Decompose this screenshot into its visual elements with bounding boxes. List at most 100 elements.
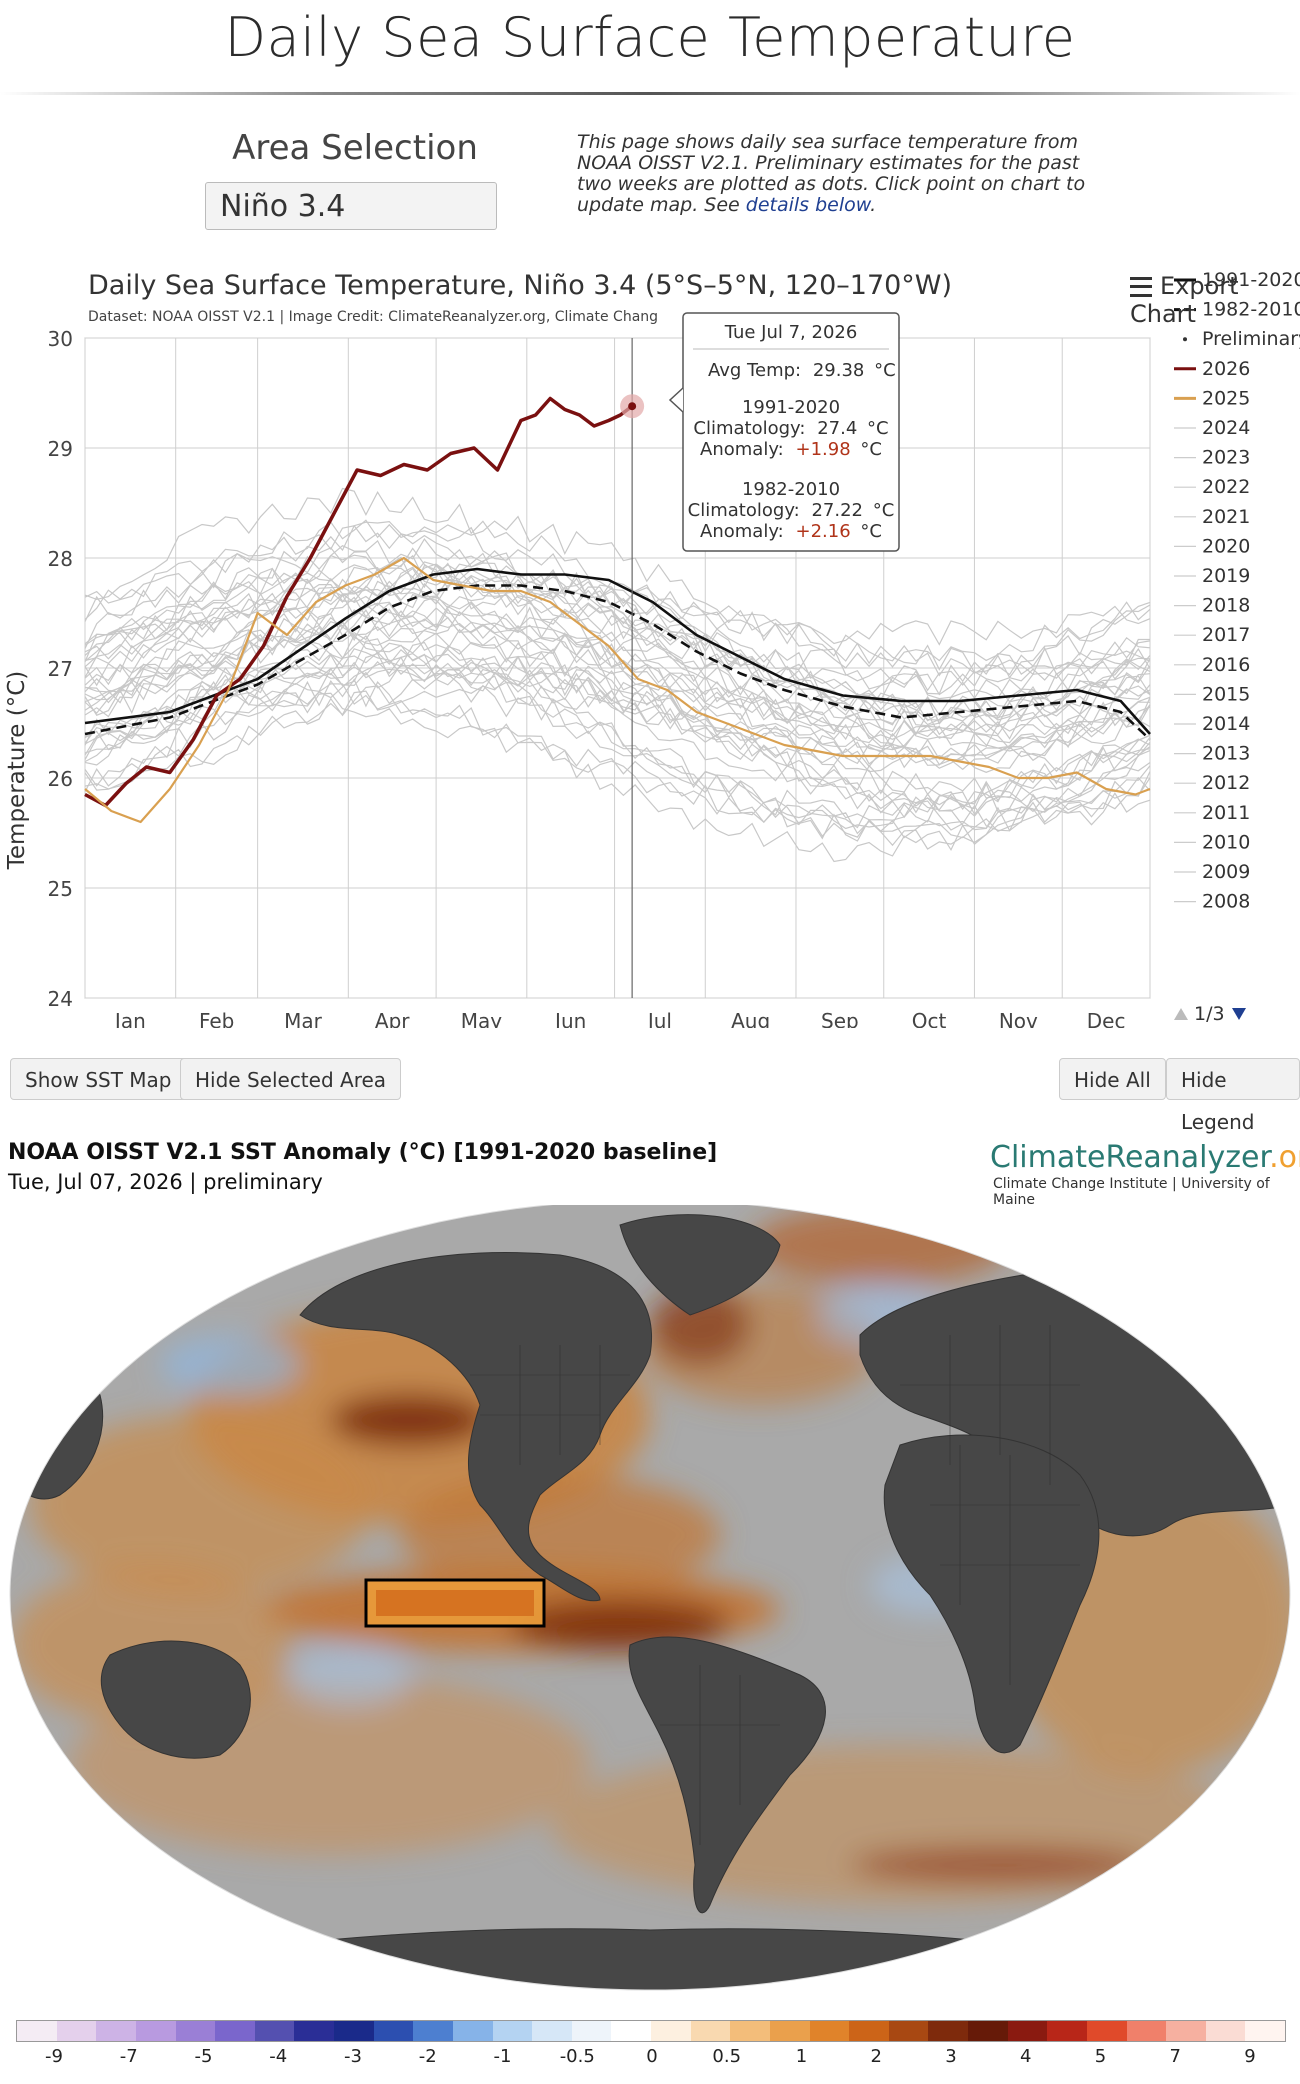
historical-year-line — [84, 563, 1151, 677]
historical-year-line — [84, 610, 1151, 764]
legend-item-2014[interactable]: 2014 — [1174, 713, 1250, 735]
tooltip-clim1-label: Climatology: — [693, 418, 805, 439]
hover-cursor — [620, 338, 645, 998]
legend-prev-icon[interactable] — [1174, 1008, 1188, 1020]
colorbar-swatch — [928, 2021, 968, 2041]
colorbar-swatch — [571, 2021, 612, 2041]
anomaly-patches — [10, 1205, 1290, 1905]
show-sst-map-button[interactable]: Show SST Map — [10, 1058, 187, 1100]
tooltip-anom1-unit: °C — [860, 439, 882, 460]
hide-legend-button[interactable]: Hide Legend — [1166, 1058, 1300, 1134]
colorbar-swatch — [215, 2021, 255, 2041]
y-tick-label: 29 — [48, 437, 73, 461]
legend-item-2017[interactable]: 2017 — [1174, 624, 1250, 646]
y-tick-label: 24 — [48, 987, 73, 1011]
series-line-2026[interactable] — [84, 396, 634, 808]
colorbar-swatch — [1205, 2021, 1246, 2041]
chart-tooltip: Tue Jul 7, 2026 Avg Temp: 29.38 °C 1991-… — [668, 312, 900, 552]
legend-item-2024[interactable]: 2024 — [1174, 417, 1250, 439]
legend-item-1982-2010[interactable]: 1982-2010 — [1174, 299, 1300, 321]
legend-item-2009[interactable]: 2009 — [1174, 861, 1250, 883]
y-axis-label: Temperature (°C) — [4, 671, 30, 871]
series-line-2025[interactable] — [84, 556, 1151, 824]
export-chart-button[interactable]: Export Chart — [1130, 272, 1300, 328]
legend-item-2011[interactable]: 2011 — [1174, 802, 1250, 824]
x-tick-label: Jun — [553, 1009, 586, 1028]
sst-chart: Daily Sea Surface Temperature, Niño 3.4 … — [0, 258, 1300, 1028]
legend-item-2018[interactable]: 2018 — [1174, 595, 1250, 617]
legend-item-1991-2020[interactable]: 1991-2020 — [1174, 269, 1300, 291]
legend-item-2021[interactable]: 2021 — [1174, 506, 1250, 528]
legend-item-2015[interactable]: 2015 — [1174, 683, 1250, 705]
hide-all-button[interactable]: Hide All — [1059, 1058, 1166, 1100]
tooltip-clim2-value: 27.22 — [811, 500, 863, 521]
x-tick-label: Oct — [912, 1009, 947, 1028]
legend-next-icon[interactable] — [1232, 1008, 1246, 1020]
page-description: This page shows daily sea surface temper… — [577, 132, 1117, 216]
legend-item-2023[interactable]: 2023 — [1174, 447, 1250, 469]
svg-text:Avg Temp: 29.38: Avg Temp: 29.38 °C — [708, 360, 896, 381]
colorbar-swatch — [56, 2021, 97, 2041]
colorbar-swatch — [452, 2021, 493, 2041]
climate-reanalyzer-logo: ClimateReanalyzer.org — [990, 1140, 1300, 1175]
y-axis-ticks: 24 25 26 27 28 29 30 — [48, 327, 73, 1011]
legend-item-2020[interactable]: 2020 — [1174, 535, 1250, 557]
legend-item-2025[interactable]: 2025 — [1174, 387, 1250, 409]
colorbar-swatch — [334, 2021, 374, 2041]
historical-year-line — [84, 547, 1151, 671]
brand-main: ClimateReanalyzer — [990, 1140, 1270, 1175]
title-divider — [0, 92, 1300, 95]
historical-year-line — [84, 519, 1151, 717]
x-tick-label: Feb — [199, 1009, 234, 1028]
colorbar-swatch — [1007, 2021, 1048, 2041]
historical-year-line — [84, 593, 1151, 726]
legend-item-2016[interactable]: 2016 — [1174, 654, 1250, 676]
legend-item-2013[interactable]: 2013 — [1174, 743, 1250, 765]
legend-item-2010[interactable]: 2010 — [1174, 831, 1250, 853]
export-chart-label: Export Chart — [1130, 272, 1239, 328]
legend-label: 2025 — [1202, 387, 1250, 409]
hide-selected-area-button[interactable]: Hide Selected Area — [180, 1058, 402, 1100]
legend-label: 2019 — [1202, 565, 1250, 587]
legend-label: 2023 — [1202, 447, 1250, 469]
legend-item-Preliminary[interactable]: Preliminary — [1183, 328, 1300, 350]
colorbar-label: -4 — [269, 2046, 288, 2067]
chart-credit: Dataset: NOAA OISST V2.1 | Image Credit:… — [88, 309, 658, 325]
legend-item-2012[interactable]: 2012 — [1174, 772, 1250, 794]
colorbar-swatch — [1047, 2021, 1087, 2041]
historical-year-line — [84, 652, 1151, 817]
colorbar-swatch — [254, 2021, 295, 2041]
historical-year-line — [84, 607, 1151, 749]
greenland — [619, 1214, 781, 1316]
tooltip-avg-label: Avg Temp: — [708, 360, 801, 381]
legend-item-2022[interactable]: 2022 — [1174, 476, 1250, 498]
details-link[interactable]: details below — [745, 194, 871, 216]
highlight-point[interactable] — [628, 402, 637, 411]
historical-year-line — [84, 648, 1151, 839]
chart-legend[interactable]: 1991-2020 1982-2010 Preliminary 2026 2025 202… — [1174, 269, 1300, 1025]
legend-item-2026[interactable]: 2026 — [1174, 358, 1250, 380]
historical-year-line — [84, 661, 1151, 821]
historical-year-line — [84, 487, 1151, 697]
colorbar-label: -9 — [45, 2046, 63, 2067]
legend-label: 2009 — [1202, 861, 1250, 883]
nino34-region-box[interactable] — [364, 1578, 546, 1628]
x-axis-ticks: Jan Feb Mar Apr May Jun Jul Aug Sep Oct Nov Dec — [113, 1009, 1126, 1028]
svg-text:Climatology: 27.4: Climatology: 27.4 °C — [693, 418, 888, 439]
colorbar-label: 0 — [646, 2046, 658, 2067]
colorbar-swatch — [1126, 2021, 1167, 2041]
colorbar-swatch — [690, 2021, 731, 2041]
colorbar-swatch — [135, 2021, 176, 2041]
legend-pager[interactable]: 1/3 — [1174, 1003, 1246, 1025]
series-line-1991-2020[interactable] — [84, 567, 1151, 735]
colorbar-label: 9 — [1244, 2046, 1256, 2067]
area-selection-dropdown[interactable]: Niño 3.4 — [205, 182, 497, 230]
colorbar-label: 1 — [795, 2046, 808, 2067]
legend-item-2008[interactable]: 2008 — [1174, 891, 1250, 913]
hamburger-menu-icon — [1130, 277, 1152, 297]
sst-anomaly-map[interactable] — [0, 1205, 1300, 2005]
colorbar-swatch — [651, 2021, 691, 2041]
colorbar-labels: -9 -7 -5 -4 -3 -2 -1 -0.5 0 0.5 1 2 3 4 5 7 9 — [16, 2046, 1284, 2076]
tooltip-anom2-value: +2.16 — [795, 521, 850, 542]
legend-item-2019[interactable]: 2019 — [1174, 565, 1250, 587]
